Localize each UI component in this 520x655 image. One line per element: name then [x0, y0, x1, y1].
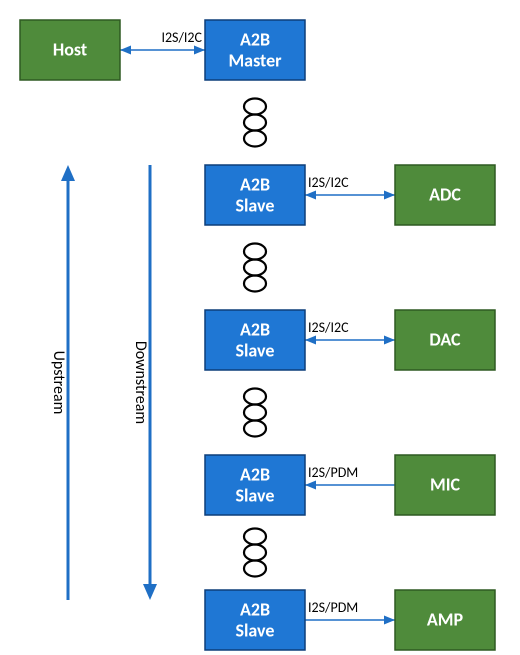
node-master: A2BMaster: [205, 20, 305, 80]
connector-c0: I2S/I2C: [120, 29, 205, 55]
node-amp: AMP: [395, 590, 495, 650]
twisted-pair-cable: [244, 389, 266, 437]
downstream-arrow: Downstream: [131, 165, 157, 600]
node-label-line2: Slave: [236, 619, 275, 641]
twisted-pair-cable: [244, 244, 266, 292]
upstream-label: Upstream: [49, 351, 68, 415]
connector-label: I2S/I2C: [308, 174, 349, 191]
node-label-line1: A2B: [240, 173, 270, 195]
connector-label: I2S/PDM: [308, 464, 358, 481]
connector-c4: I2S/PDM: [305, 599, 395, 625]
node-label-line2: Slave: [236, 484, 275, 506]
node-slave4: A2BSlave: [205, 590, 305, 650]
node-label-line1: A2B: [240, 28, 270, 50]
node-dac: DAC: [395, 310, 495, 370]
downstream-label: Downstream: [131, 341, 150, 424]
node-slave1: A2BSlave: [205, 165, 305, 225]
node-adc: ADC: [395, 165, 495, 225]
connector-label: I2S/PDM: [308, 599, 358, 616]
node-label-line1: A2B: [240, 598, 270, 620]
node-label: AMP: [427, 608, 464, 630]
twisted-pair-cable: [244, 529, 266, 577]
twisted-pair-cable: [244, 99, 266, 147]
node-host: Host: [20, 20, 120, 80]
connector-c1: I2S/I2C: [305, 174, 395, 200]
node-label-line1: A2B: [240, 318, 270, 340]
node-label-line2: Slave: [236, 194, 275, 216]
node-slave3: A2BSlave: [205, 455, 305, 515]
connector-c2: I2S/I2C: [305, 319, 395, 345]
node-label-line2: Slave: [236, 339, 275, 361]
node-label-line2: Master: [228, 49, 282, 71]
node-label: ADC: [429, 183, 461, 205]
connector-label: I2S/I2C: [308, 319, 349, 336]
upstream-arrow: Upstream: [49, 165, 75, 600]
node-label-line1: A2B: [240, 463, 270, 485]
node-label: Host: [53, 38, 87, 60]
node-label: MIC: [430, 473, 461, 495]
node-label: DAC: [429, 328, 461, 350]
connector-label: I2S/I2C: [161, 29, 202, 46]
connector-c3: I2S/PDM: [305, 464, 395, 490]
node-mic: MIC: [395, 455, 495, 515]
node-slave2: A2BSlave: [205, 310, 305, 370]
